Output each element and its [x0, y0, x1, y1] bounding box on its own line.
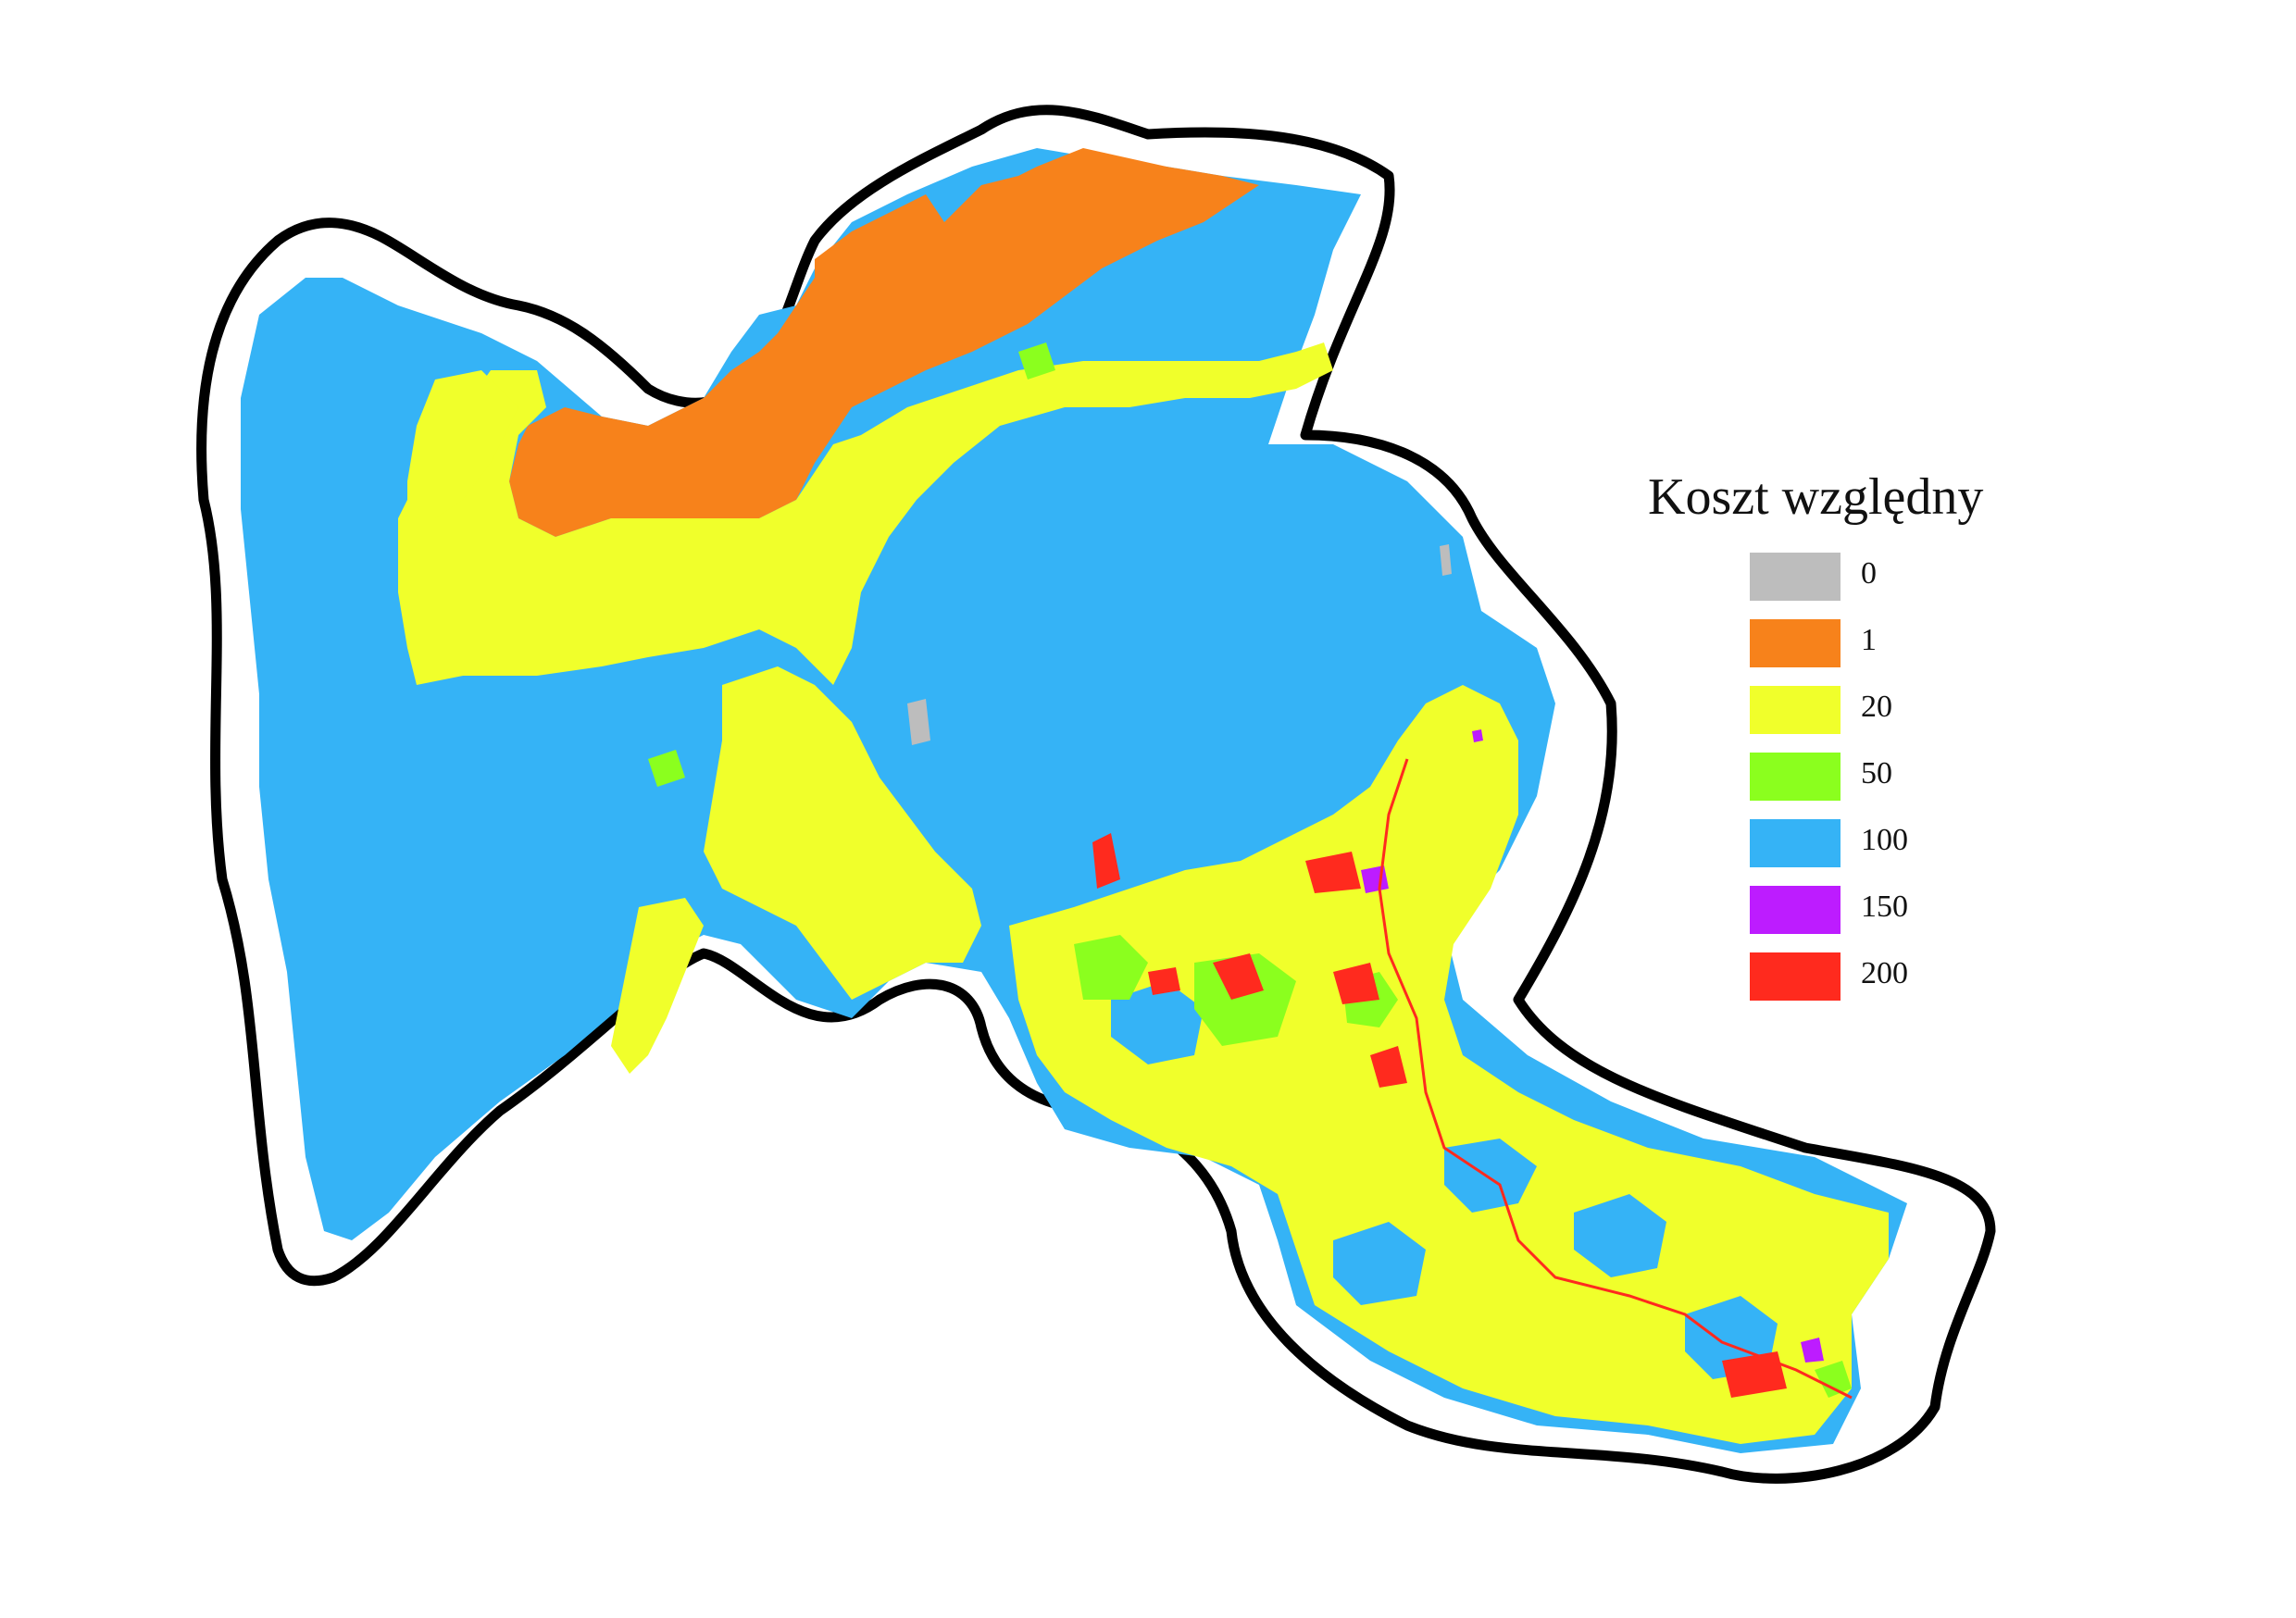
legend-swatch — [1750, 886, 1841, 934]
zone-0-patch-2 — [1440, 544, 1452, 576]
legend-item: 200 — [1648, 952, 2037, 1019]
zone-150-patch-3 — [1472, 729, 1483, 742]
zone-100-east-patch-1 — [1444, 1139, 1537, 1213]
legend-label: 20 — [1861, 690, 1892, 724]
legend-item: 150 — [1648, 886, 2037, 952]
legend-swatch — [1750, 753, 1841, 801]
zone-200-patch-7 — [1148, 967, 1180, 995]
zone-1 — [509, 148, 1259, 537]
legend-item: 20 — [1648, 686, 2037, 753]
legend-label: 150 — [1861, 890, 1908, 924]
legend-swatch — [1750, 553, 1841, 601]
zone-200-patch-4 — [1333, 963, 1379, 1004]
zone-0-patch-1 — [907, 699, 930, 745]
legend-item: 0 — [1648, 553, 2037, 619]
zone-50-patch-6 — [1815, 1361, 1852, 1398]
zone-20-north-west — [398, 342, 1333, 685]
zone-200-patch-5 — [1370, 1046, 1407, 1088]
zone-100-central-patch — [1111, 981, 1204, 1064]
zone-200-patch-2 — [1213, 953, 1264, 1000]
zone-150-patch-1 — [1361, 865, 1389, 893]
zone-20-south-west-strip — [611, 898, 704, 1074]
zone-20-central — [704, 666, 981, 1000]
legend-swatch — [1750, 952, 1841, 1001]
zone-50-patch-2 — [1074, 935, 1148, 1000]
zone-100-east-patch-2 — [1574, 1194, 1666, 1277]
legend-item: 100 — [1648, 819, 2037, 886]
legend-swatch — [1750, 686, 1841, 734]
legend-label: 200 — [1861, 956, 1908, 990]
legend: Koszt względny 0 1 20 50 100 150 200 — [1648, 467, 2037, 1019]
legend-label: 50 — [1861, 756, 1892, 790]
zone-150-patch-2 — [1801, 1338, 1824, 1363]
zone-200-patch-6 — [1722, 1351, 1787, 1398]
legend-item: 50 — [1648, 753, 2037, 819]
legend-item: 1 — [1648, 619, 2037, 686]
legend-swatch — [1750, 619, 1841, 667]
zone-200-patch-1 — [1092, 833, 1120, 889]
zone-200-patch-3 — [1305, 852, 1361, 893]
map-boundary — [196, 105, 1996, 1484]
legend-label: 1 — [1861, 623, 1877, 657]
legend-label: 0 — [1861, 556, 1877, 591]
zone-50-patch-5 — [648, 750, 685, 787]
zone-20-west-edge — [407, 370, 518, 518]
legend-title: Koszt względny — [1648, 468, 1984, 526]
zone-20-east — [1009, 685, 1889, 1444]
zone-100-east-patch-4 — [1333, 1222, 1426, 1305]
legend-swatch — [1750, 819, 1841, 867]
legend-label: 100 — [1861, 823, 1908, 857]
river-line — [1378, 758, 1853, 1400]
zone-50-patch-4 — [1018, 342, 1055, 380]
